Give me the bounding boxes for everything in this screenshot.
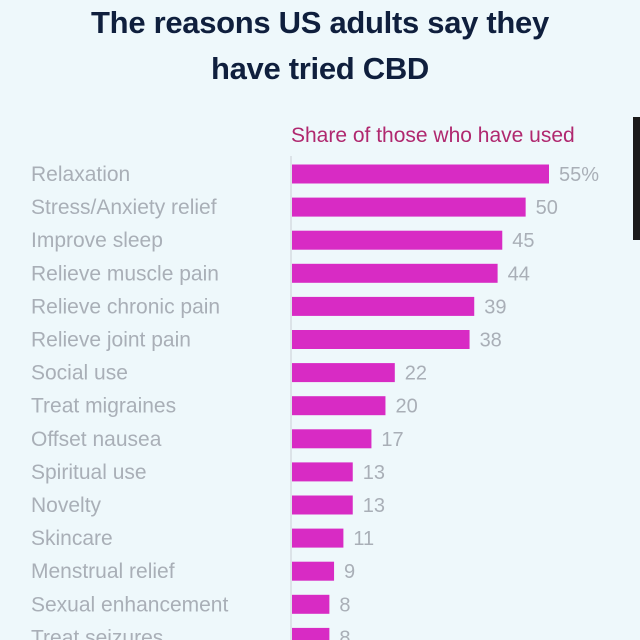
category-label: Offset nausea	[31, 428, 162, 451]
category-label: Sexual enhancement	[31, 593, 228, 616]
value-label: 20	[395, 396, 417, 418]
bar	[292, 462, 353, 482]
bar	[292, 495, 353, 515]
bars-layer: Relaxation 55% Stress/Anxiety relief 50 Impr…	[31, 163, 599, 640]
bar	[292, 528, 344, 548]
value-label: 9	[344, 561, 355, 583]
value-label: 22	[405, 363, 427, 385]
category-label: Social use	[31, 362, 128, 385]
category-label: Stress/Anxiety relief	[31, 196, 217, 219]
chart-title-line-1: The reasons US adults say they	[91, 5, 549, 40]
bar	[292, 594, 330, 614]
edge-strip	[633, 117, 640, 240]
value-label: 50	[536, 197, 558, 219]
value-label: 13	[363, 462, 385, 484]
category-label: Spiritual use	[31, 461, 147, 484]
bar	[292, 164, 549, 184]
category-label: Skincare	[31, 527, 113, 550]
value-label: 13	[363, 495, 385, 517]
bar	[292, 627, 330, 640]
bar	[292, 197, 526, 217]
bar	[292, 429, 372, 449]
category-label: Menstrual relief	[31, 560, 175, 583]
value-label: 17	[381, 429, 403, 451]
bar	[292, 230, 503, 250]
category-label: Relaxation	[31, 163, 130, 186]
value-label: 39	[484, 296, 506, 318]
chart-title: The reasons US adults say they have trie…	[0, 0, 640, 92]
value-label: 55%	[559, 164, 599, 186]
chart-subtitle: Share of those who have used	[291, 124, 575, 147]
bar	[292, 561, 335, 581]
chart-title-line-2: have tried CBD	[210, 51, 430, 86]
bar	[292, 263, 498, 283]
category-label: Novelty	[31, 494, 102, 517]
value-label: 11	[353, 528, 374, 550]
category-label: Relieve muscle pain	[31, 262, 219, 285]
category-label: Relieve joint pain	[31, 329, 191, 352]
bar	[292, 396, 386, 416]
value-label: 8	[339, 627, 350, 640]
bar	[292, 363, 395, 383]
bar	[292, 296, 475, 316]
value-label: 44	[508, 263, 530, 285]
bar	[292, 330, 470, 349]
category-label: Treat migraines	[31, 395, 176, 418]
value-label: 8	[339, 594, 350, 616]
category-label: Treat seizures	[31, 626, 163, 640]
category-label: Improve sleep	[31, 229, 163, 252]
value-label: 45	[512, 230, 534, 252]
value-label: 38	[480, 330, 502, 352]
category-label: Relieve chronic pain	[31, 295, 220, 318]
